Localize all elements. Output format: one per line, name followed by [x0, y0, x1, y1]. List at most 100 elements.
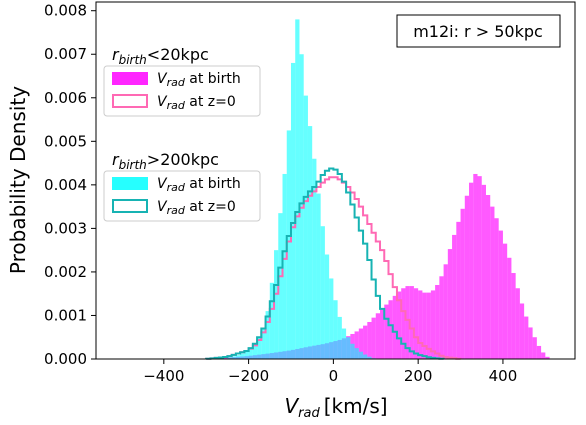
- series-1-bar-16: [290, 62, 296, 359]
- series-1-bar-30: [350, 343, 355, 359]
- series-0-bar-52: [430, 290, 436, 359]
- series-0-bar-72: [515, 288, 520, 359]
- series-0-bar-49: [418, 290, 423, 359]
- series-1-bar-12: [274, 250, 279, 359]
- y-tick-label-2: 0.002: [44, 263, 87, 281]
- series-1-bar-1: [227, 357, 232, 359]
- series-0-bar-54: [439, 276, 444, 359]
- series-0-bar-41: [384, 304, 389, 359]
- series-0-bar-34: [354, 331, 359, 359]
- series-0-bar-62: [473, 173, 478, 359]
- series-1-bar-9: [261, 328, 266, 359]
- series-0-bar-66: [490, 206, 495, 359]
- series-0-bar-70: [507, 257, 512, 359]
- series-0-bar-51: [426, 292, 431, 359]
- series-1-bar-8: [257, 337, 262, 359]
- series-0-bar-46: [405, 286, 410, 359]
- series-1-bar-15: [286, 130, 291, 359]
- series-0-bar-39: [375, 313, 381, 359]
- series-0-bar-73: [519, 303, 525, 359]
- legend-inner-sample: rbirth<20kpc Vrad at birth Vrad at z=0: [103, 45, 261, 117]
- legend-label-inner-birth: Vrad at birth: [157, 71, 241, 89]
- series-0-bar-79: [545, 356, 550, 359]
- series-1-bars: [223, 19, 376, 360]
- series-0-bar-64: [481, 184, 486, 359]
- legend-swatch-outer-birth: [112, 177, 148, 190]
- series-0-bar-44: [396, 291, 402, 359]
- series-0-bar-61: [469, 182, 474, 359]
- series-1-bar-20: [307, 126, 313, 359]
- series-1-bar-7: [252, 343, 258, 359]
- legend-swatch-inner-birth: [112, 72, 148, 85]
- series-1-bar-14: [282, 173, 287, 359]
- series-0-bar-77: [536, 345, 542, 359]
- legend-label-inner-z0: Vrad at z=0: [157, 94, 236, 112]
- x-axis-label: Vrad [km/s]: [284, 394, 387, 421]
- x-tick-label-0: −400: [143, 367, 184, 385]
- series-0-bar-60: [464, 195, 470, 359]
- annotation-box: m12i: r > 50kpc: [396, 14, 561, 48]
- series-0-bar-37: [367, 321, 372, 359]
- series-0-bar-63: [477, 176, 482, 359]
- series-1-bar-24: [324, 254, 330, 359]
- series-0-bar-42: [388, 300, 393, 359]
- x-tick-label-4: 400: [489, 367, 518, 385]
- x-axis: −400 −200 0 200 400: [143, 359, 517, 385]
- series-1-bar-26: [333, 300, 338, 359]
- series-1-bar-29: [346, 337, 351, 359]
- series-0-bar-3: [223, 357, 228, 359]
- series-0-bar-78: [541, 352, 546, 359]
- series-1-bar-27: [337, 316, 342, 359]
- series-0-bar-50: [422, 292, 427, 359]
- x-axis-label-sub: rad: [298, 406, 320, 421]
- series-0-bar-65: [485, 195, 491, 359]
- annotation-text: m12i: r > 50kpc: [413, 22, 543, 41]
- legend-outer-sample: rbirth>200kpc Vrad at birth Vrad at z=0: [103, 150, 261, 222]
- legend-title-outer: rbirth>200kpc: [112, 150, 219, 172]
- series-1-bar-21: [312, 158, 317, 359]
- series-1-bar-13: [278, 213, 283, 359]
- plot-series: [205, 19, 550, 360]
- series-0-bar-58: [456, 221, 461, 359]
- series-0-bar-69: [502, 243, 508, 359]
- y-tick-label-4: 0.004: [44, 176, 87, 194]
- series-3-step-line: [205, 167, 445, 360]
- legend-label-outer-birth: Vrad at birth: [157, 176, 241, 194]
- series-1-bar-18: [299, 54, 304, 360]
- series-1-bar-31: [354, 348, 359, 359]
- series-0-bar-67: [494, 218, 499, 359]
- x-tick-label-3: 200: [404, 367, 433, 385]
- series-1-bar-28: [341, 328, 347, 359]
- series-0-bar-40: [380, 308, 385, 359]
- series-0-bar-43: [392, 295, 397, 359]
- series-0-bar-36: [363, 325, 368, 359]
- legend-swatch-inner-z0: [112, 94, 148, 108]
- series-0-bar-59: [460, 208, 465, 359]
- y-tick-label-6: 0.006: [44, 89, 87, 107]
- series-1-bar-32: [358, 351, 364, 359]
- series-0-bar-48: [413, 288, 419, 359]
- axes-frame: [95, 1, 576, 360]
- series-1-bar-22: [316, 193, 321, 359]
- series-1-bar-33: [363, 354, 368, 359]
- x-axis-label-unit: [km/s]: [324, 394, 388, 418]
- x-axis-label-main: V: [284, 394, 299, 418]
- series-0-bar-35: [358, 328, 364, 359]
- series-1-bar-19: [303, 95, 308, 359]
- series-1-bar-10: [265, 311, 270, 359]
- series-1-bar-3: [235, 355, 241, 359]
- series-1-bar-25: [329, 278, 334, 359]
- y-tick-label-8: 0.008: [44, 2, 87, 20]
- legend-label-outer-z0: Vrad at z=0: [157, 199, 236, 217]
- series-0-bar-55: [443, 264, 448, 359]
- y-tick-label-7: 0.007: [44, 45, 87, 63]
- series-0-bar-38: [371, 317, 376, 359]
- series-0-bar-75: [528, 327, 533, 359]
- series-0-bar-74: [524, 316, 529, 359]
- series-0-bar-76: [532, 337, 537, 359]
- series-0-bar-71: [511, 273, 516, 359]
- y-tick-label-3: 0.003: [44, 219, 87, 237]
- series-0-bar-53: [435, 284, 440, 359]
- y-tick-label-1: 0.001: [44, 306, 87, 324]
